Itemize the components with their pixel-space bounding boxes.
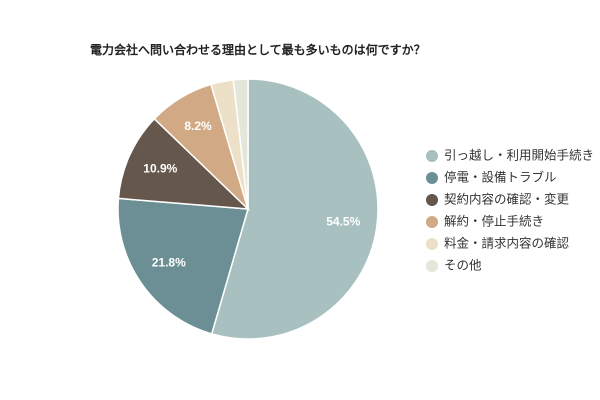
value-label: 10.9% xyxy=(143,162,177,176)
pie-slice xyxy=(210,78,379,340)
pie-slice xyxy=(117,197,249,335)
legend-label: 料金・請求内容の確認 xyxy=(444,235,570,250)
legend-swatch xyxy=(426,216,438,228)
value-label: 21.8% xyxy=(152,256,186,270)
chart-title: 電力会社へ問い合わせる理由として最も多いものは何ですか？ xyxy=(90,42,426,57)
legend-swatch xyxy=(426,150,438,162)
legend-label: 停電・設備トラブル xyxy=(444,169,557,184)
legend-label: 解約・停止手続き xyxy=(444,213,544,228)
legend-swatch xyxy=(426,238,438,250)
legend-label: その他 xyxy=(444,258,482,272)
legend-swatch xyxy=(426,194,438,206)
legend-label: 引っ越し・利用開始手続き xyxy=(444,148,594,162)
pie-slice xyxy=(232,78,249,210)
legend-swatch xyxy=(426,172,438,184)
legend-label: 契約内容の確認・変更 xyxy=(444,191,570,206)
pie-slice xyxy=(117,117,251,210)
value-label: 8.2% xyxy=(184,119,212,133)
value-label: 54.5% xyxy=(326,215,360,229)
legend-swatch xyxy=(426,260,438,272)
